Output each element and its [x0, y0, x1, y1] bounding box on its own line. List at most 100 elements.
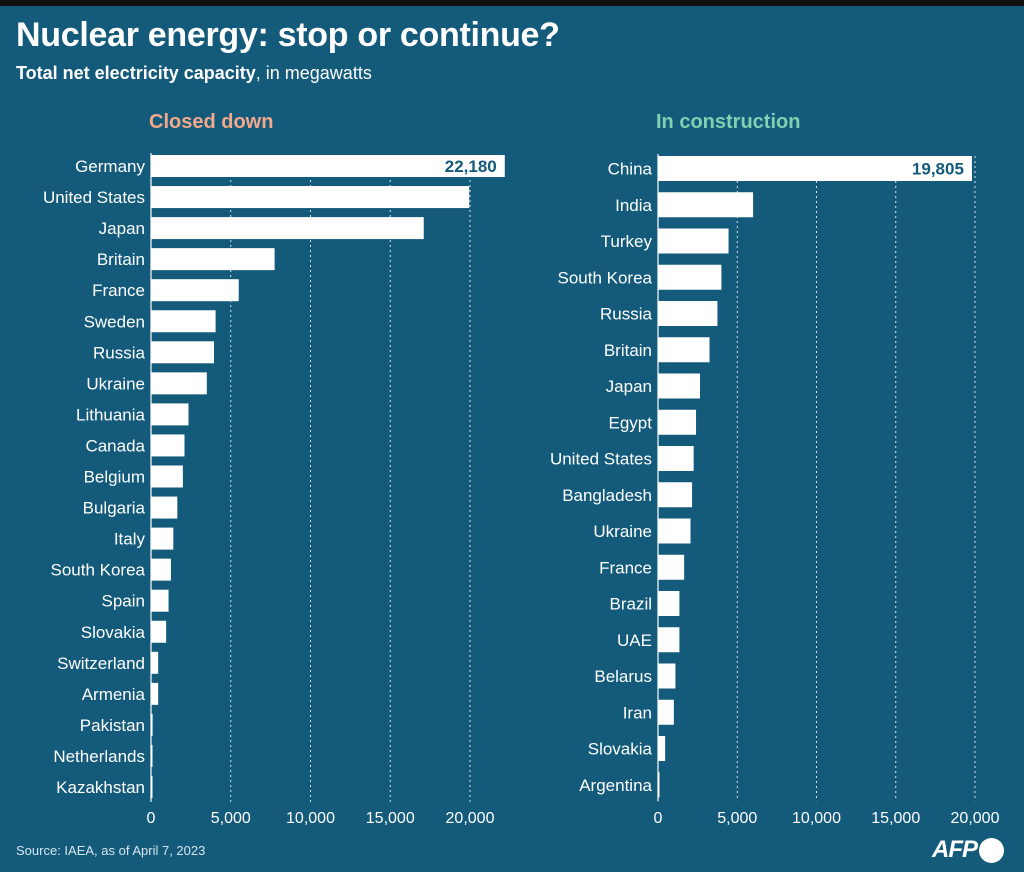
construction-tick-label: 10,000 — [792, 810, 841, 827]
subtitle-bold: Total net electricity capacity — [16, 63, 256, 83]
closed-bar — [151, 403, 189, 426]
construction-bar — [658, 736, 666, 761]
closed-bar — [151, 372, 207, 395]
closed-bar — [151, 589, 169, 612]
construction-category-label: China — [608, 160, 653, 179]
construction-bar — [658, 482, 693, 508]
closed-bar — [151, 776, 153, 798]
closed-category-label: Sweden — [84, 312, 145, 331]
construction-bar — [658, 663, 676, 689]
closed-category-label: Kazakhstan — [56, 778, 145, 797]
closed-bar — [151, 186, 470, 209]
construction-bar — [658, 228, 729, 254]
construction-bar — [658, 337, 710, 363]
closed-category-label: Switzerland — [57, 654, 145, 673]
closed-down-title: Closed down — [149, 111, 274, 133]
construction-category-label: Egypt — [609, 413, 653, 432]
construction-category-label: South Korea — [557, 268, 652, 287]
closed-tick-label: 0 — [147, 810, 156, 827]
construction-bar — [658, 192, 754, 218]
construction-bar — [658, 446, 694, 471]
construction-category-label: Slovakia — [588, 740, 653, 759]
closed-bar — [151, 217, 424, 240]
closed-category-label: Italy — [114, 530, 146, 549]
closed-bar — [151, 682, 159, 705]
construction-category-label: Japan — [606, 377, 652, 396]
construction-tick-label: 15,000 — [871, 810, 920, 827]
closed-category-label: Belgium — [84, 468, 145, 487]
closed-category-label: South Korea — [50, 561, 145, 580]
closed-tick-label: 20,000 — [446, 810, 495, 827]
closed-bar — [151, 744, 153, 767]
closed-bar — [151, 155, 505, 177]
construction-category-label: Ukraine — [593, 522, 652, 541]
top-accent-bar — [0, 0, 1024, 6]
construction-category-label: Belarus — [594, 667, 652, 686]
closed-category-label: Spain — [102, 592, 145, 611]
closed-bar — [151, 279, 239, 302]
chart-title: Nuclear energy: stop or continue? — [16, 16, 560, 54]
closed-tick-label: 5,000 — [211, 810, 251, 827]
construction-category-label: Britain — [604, 341, 652, 360]
closed-category-label: Bulgaria — [83, 499, 146, 518]
construction-bar — [658, 518, 691, 544]
construction-bar — [658, 301, 718, 326]
closed-bar — [151, 496, 178, 519]
construction-category-label: Brazil — [609, 595, 652, 614]
closed-bar — [151, 651, 159, 674]
construction-tick-label: 5,000 — [717, 810, 757, 827]
in-construction-title: In construction — [656, 111, 801, 133]
closed-category-label: Ukraine — [86, 374, 145, 393]
closed-bar — [151, 310, 216, 333]
closed-bar — [151, 527, 174, 550]
construction-bar — [658, 627, 680, 653]
closed-bar — [151, 465, 183, 488]
construction-category-label: United States — [550, 450, 652, 469]
construction-category-label: Turkey — [601, 232, 653, 251]
construction-category-label: UAE — [617, 631, 652, 650]
construction-bar — [658, 409, 697, 435]
closed-category-label: Pakistan — [80, 716, 145, 735]
construction-category-label: Russia — [600, 305, 653, 324]
construction-category-label: Argentina — [579, 776, 652, 795]
construction-tick-label: 0 — [654, 810, 663, 827]
construction-bar — [658, 264, 722, 290]
closed-bar — [151, 558, 171, 581]
closed-bar — [151, 341, 215, 364]
closed-bar — [151, 248, 275, 271]
closed-category-label: United States — [43, 188, 145, 207]
construction-category-label: Bangladesh — [562, 486, 652, 505]
closed-category-label: Russia — [93, 343, 146, 362]
closed-category-label: Netherlands — [53, 747, 145, 766]
closed-category-label: Armenia — [82, 685, 146, 704]
source-note: Source: IAEA, as of April 7, 2023 — [16, 843, 206, 858]
construction-tick-label: 20,000 — [951, 810, 1000, 827]
afp-logo: AFP — [932, 836, 1004, 864]
closed-category-label: Japan — [99, 219, 145, 238]
construction-bar — [658, 591, 680, 616]
afp-logo-dot — [979, 837, 1004, 863]
closed-bar — [151, 620, 167, 643]
construction-category-label: Iran — [623, 703, 652, 722]
construction-bar — [658, 772, 660, 798]
closed-category-label: Lithuania — [76, 405, 146, 424]
afp-logo-text: AFP — [932, 836, 978, 863]
closed-tick-label: 15,000 — [366, 810, 415, 827]
subtitle-rest: , in megawatts — [255, 63, 372, 83]
closed-bar — [151, 713, 153, 736]
closed-category-label: Germany — [75, 157, 145, 176]
closed-bar — [151, 434, 185, 457]
construction-bar — [658, 156, 972, 181]
closed-category-label: Slovakia — [81, 623, 146, 642]
closed-tick-label: 10,000 — [286, 810, 335, 827]
construction-value-label: 19,805 — [912, 160, 964, 179]
chart-subtitle: Total net electricity capacity, in megaw… — [16, 63, 372, 84]
construction-bar — [658, 373, 701, 399]
construction-category-label: India — [615, 196, 652, 215]
closed-category-label: Britain — [97, 250, 145, 269]
closed-category-label: Canada — [85, 436, 145, 455]
construction-category-label: France — [599, 558, 652, 577]
closed-category-label: France — [92, 281, 145, 300]
closed-value-label: 22,180 — [445, 157, 497, 176]
